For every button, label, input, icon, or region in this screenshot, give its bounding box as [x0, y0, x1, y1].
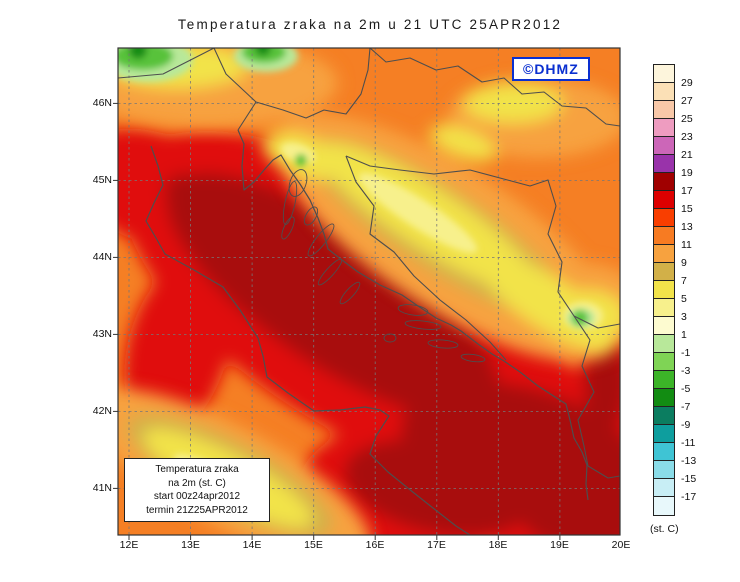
colorbar-swatch [654, 191, 674, 209]
colorbar-swatch [654, 335, 674, 353]
colorbar-swatch [654, 407, 674, 425]
colorbar-swatches [653, 64, 675, 516]
colorbar-tick-label: 19 [681, 166, 693, 179]
colorbar-swatch [654, 371, 674, 389]
colorbar-tick-label: -3 [681, 364, 691, 377]
colorbar-tick-label: -7 [681, 400, 691, 413]
colorbar-swatch [654, 479, 674, 497]
colorbar-tick-label: 7 [681, 274, 687, 287]
y-axis-label: 43N [92, 328, 112, 341]
colorbar-swatch [654, 425, 674, 443]
x-axis-label: 13E [181, 539, 200, 551]
colorbar-unit: (st. C) [650, 523, 679, 535]
y-axis-label: 46N [92, 97, 112, 110]
colorbar-tick-label: 21 [681, 148, 693, 161]
x-axis-labels: 12E 13E 14E 15E 16E 17E 18E 19E 20E [118, 539, 631, 553]
colorbar-tick-label: 5 [681, 292, 687, 305]
info-line: termin 21Z25APR2012 [146, 504, 248, 516]
colorbar-labels: 29 27 25 23 21 19 17 15 13 11 9 7 5 3 1 -1 -3 -5 -7 -9 -11 -1… [681, 65, 715, 517]
colorbar-swatch [654, 461, 674, 479]
colorbar-swatch [654, 245, 674, 263]
x-axis-label: 12E [119, 539, 139, 551]
page-title: Temperatura zraka na 2m u 21 UTC 25APR20… [177, 17, 563, 32]
colorbar-tick-label: -1 [681, 346, 691, 359]
colorbar-tick-label: 9 [681, 256, 687, 269]
colorbar-tick-label: 17 [681, 184, 693, 197]
colorbar-tick-label: 29 [681, 76, 693, 89]
colorbar-tick-label: -11 [681, 436, 696, 449]
colorbar-tick-label: -9 [681, 418, 691, 431]
info-line: start 00z24apr2012 [153, 491, 241, 502]
dhmz-logo: ©DHMZ [512, 57, 590, 81]
x-axis-label: 19E [550, 539, 569, 551]
colorbar-swatch [654, 137, 674, 155]
islands [281, 169, 486, 363]
y-axis-label: 45N [92, 174, 112, 187]
colorbar-swatch [654, 155, 674, 173]
y-axis-label: 44N [92, 251, 112, 264]
y-axis-labels: 46N 45N 44N 43N 42N 41N [78, 48, 112, 535]
colorbar-swatch [654, 119, 674, 137]
x-axis-label: 20E [611, 539, 631, 551]
colorbar-swatch [654, 227, 674, 245]
colorbar-tick-label: -13 [681, 454, 697, 467]
info-line: na 2m (st. C) [168, 477, 226, 489]
colorbar-tick-label: 23 [681, 130, 693, 143]
colorbar-tick-label: 15 [681, 202, 693, 215]
colorbar-swatch [654, 101, 674, 119]
borders-path [118, 48, 620, 479]
x-axis-label: 16E [365, 539, 385, 551]
colorbar-tick-label: 13 [681, 220, 693, 233]
colorbar-swatch [654, 173, 674, 191]
dhmz-logo-text: ©DHMZ [523, 61, 579, 77]
colorbar-swatch [654, 443, 674, 461]
colorbar-swatch [654, 209, 674, 227]
colorbar-swatch [654, 317, 674, 335]
x-axis-label: 14E [242, 539, 262, 551]
x-axis-label: 17E [427, 539, 446, 551]
colorbar-swatch [654, 281, 674, 299]
axis-ticks [113, 102, 561, 540]
info-line: Temperatura zraka [155, 464, 239, 475]
colorbar-tick-label: 11 [681, 238, 692, 251]
x-axis-label: 18E [488, 539, 508, 551]
colorbar-swatch [654, 353, 674, 371]
map-area: ©DHMZ Temperatura zraka na 2m (st. C) st… [93, 47, 630, 551]
map-frame [117, 47, 621, 536]
colorbar-tick-label: 1 [681, 328, 687, 341]
y-axis-label: 42N [92, 405, 112, 418]
colorbar-swatch [654, 389, 674, 407]
x-axis-label: 15E [304, 539, 323, 551]
temperature-field-hot [118, 128, 620, 535]
colorbar-tick-label: 25 [681, 112, 693, 125]
colorbar-tick-label: 3 [681, 310, 687, 323]
grid-lines [118, 48, 620, 535]
colorbar-swatch [654, 65, 674, 83]
colorbar-tick-label: 27 [681, 94, 693, 107]
colorbar-swatch [654, 299, 674, 317]
coastline-path [145, 129, 589, 535]
colorbar-tick-label: -5 [681, 382, 691, 395]
colorbar-tick-label: -15 [681, 472, 697, 485]
colorbar-swatch [654, 497, 674, 515]
colorbar: 29 27 25 23 21 19 17 15 13 11 9 7 5 3 1 -1 -3 -5 -7 -9 -11 -1… [650, 64, 739, 564]
temperature-map [113, 47, 621, 540]
colorbar-swatch [654, 263, 674, 281]
y-axis-label: 41N [92, 482, 112, 495]
colorbar-tick-label: -17 [681, 490, 697, 503]
info-box: Temperatura zraka na 2m (st. C) start 00… [124, 458, 270, 522]
colorbar-swatch [654, 83, 674, 101]
